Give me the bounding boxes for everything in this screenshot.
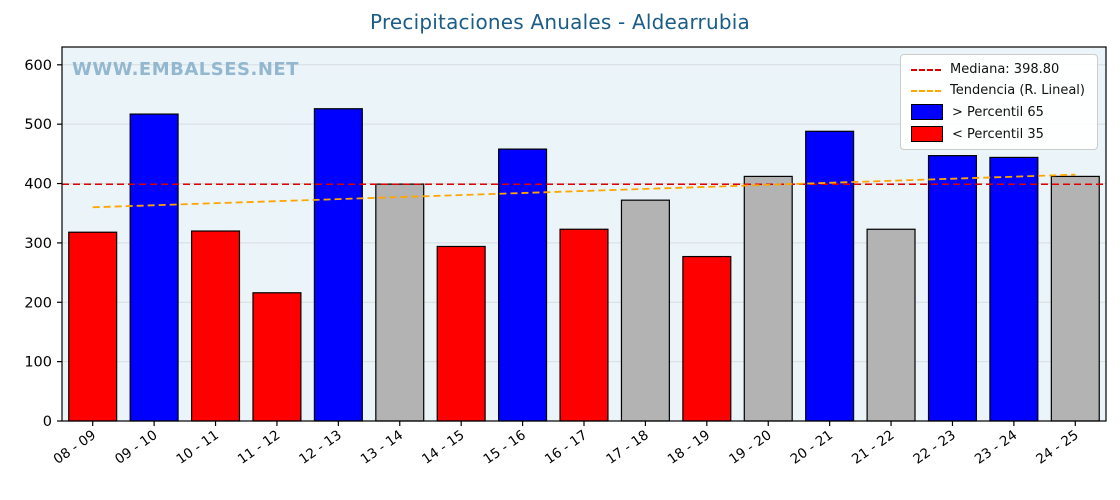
legend-label-median: Mediana: 398.80 (950, 62, 1060, 77)
bar-10-11[interactable] (190, 230, 241, 422)
xtick-label: 19 - 20 (726, 427, 774, 468)
ytick-label: 500 (24, 117, 52, 133)
median-line-swatch (911, 68, 942, 71)
trend-line (92, 173, 1076, 209)
bar-11-12[interactable] (252, 292, 302, 422)
xtick-label: 14 - 15 (419, 427, 467, 468)
xtick-label: 16 - 17 (542, 427, 590, 468)
xtick-label: 12 - 13 (296, 427, 344, 468)
watermark-text: WWW.EMBALSES.NET (72, 59, 299, 80)
bar-09-10[interactable] (129, 113, 179, 422)
bar-20-21[interactable] (805, 130, 855, 422)
bar-17-18[interactable] (620, 199, 670, 422)
xtick-label: 21 - 22 (849, 427, 897, 468)
chart-title: Precipitaciones Anuales - Aldearrubia (370, 10, 750, 34)
xtick-label: 23 - 24 (972, 427, 1020, 468)
bar-12-13[interactable] (313, 108, 363, 422)
xtick-label: 22 - 23 (910, 427, 958, 468)
bar-24-25[interactable] (1050, 175, 1100, 422)
legend-item-above-percentile: > Percentil 65 (911, 104, 1085, 120)
bar-21-22[interactable] (866, 228, 916, 422)
bar-19-20[interactable] (743, 175, 793, 422)
bar-14-15[interactable] (436, 245, 486, 422)
legend-item-below-percentile: < Percentil 35 (911, 126, 1085, 142)
xtick-label: 15 - 16 (481, 427, 529, 468)
xtick-label: 13 - 14 (358, 427, 406, 468)
legend-item-trend: Tendencia (R. Lineal) (911, 83, 1085, 98)
trend-line-swatch (911, 89, 942, 92)
xtick-label: 17 - 18 (603, 427, 651, 468)
legend-label-below: < Percentil 35 (952, 126, 1044, 142)
xtick-label: 11 - 12 (235, 427, 283, 468)
chart-legend: Mediana: 398.80 Tendencia (R. Lineal) > … (900, 54, 1098, 150)
xtick-label: 24 - 25 (1033, 427, 1081, 468)
ytick-label: 600 (24, 58, 52, 74)
red-bar-swatch (911, 126, 944, 142)
xtick-label: 08 - 09 (51, 427, 99, 468)
legend-item-median: Mediana: 398.80 (911, 62, 1085, 77)
ytick-label: 0 (43, 414, 52, 430)
bar-23-24[interactable] (989, 156, 1039, 422)
bar-22-23[interactable] (927, 155, 978, 422)
legend-label-trend: Tendencia (R. Lineal) (950, 83, 1085, 98)
ytick-label: 400 (24, 177, 52, 193)
xtick-label: 09 - 10 (112, 427, 160, 468)
ytick-label: 200 (24, 295, 52, 311)
xtick-label: 10 - 11 (173, 427, 221, 468)
xtick-label: 20 - 21 (788, 427, 836, 468)
ytick-label: 100 (24, 355, 52, 371)
bar-16-17[interactable] (559, 228, 609, 422)
blue-bar-swatch (911, 104, 944, 120)
bar-13-14[interactable] (375, 183, 425, 422)
bar-15-16[interactable] (498, 148, 548, 422)
ytick-label: 300 (24, 236, 52, 252)
bar-08-09[interactable] (68, 231, 118, 422)
legend-label-above: > Percentil 65 (952, 104, 1044, 120)
bar-18-19[interactable] (682, 255, 732, 422)
xtick-label: 18 - 19 (665, 427, 713, 468)
